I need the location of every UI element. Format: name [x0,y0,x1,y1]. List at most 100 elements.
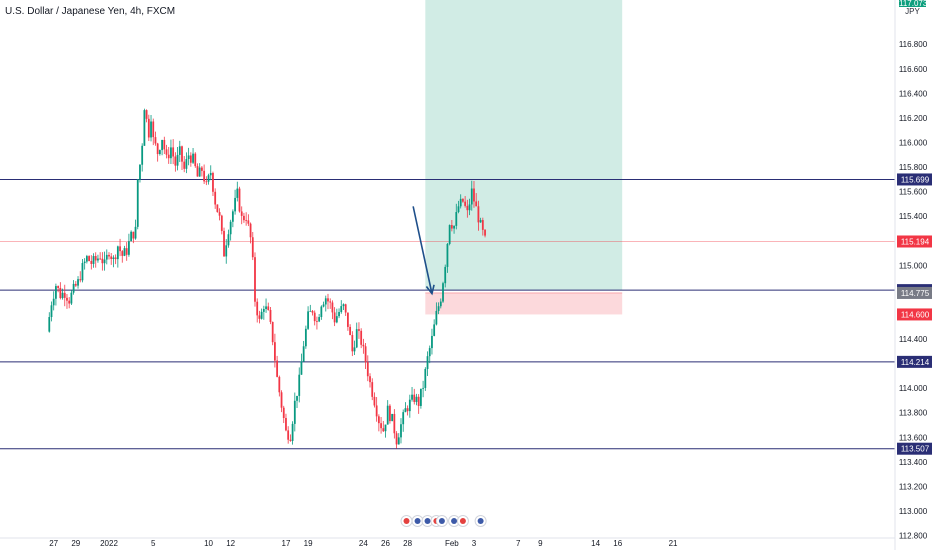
candle-body [114,257,117,260]
candle-body [103,259,106,264]
x-tick-label: 10 [204,539,213,548]
candle-body [340,306,343,313]
candle-body [229,221,232,235]
candle-body [384,424,387,432]
candle-body [128,241,130,255]
candle-body [207,175,210,182]
candle-body [448,225,451,244]
candle-body [97,258,99,261]
candle-body [238,188,241,212]
candle-body [240,211,243,216]
candle-body [293,400,296,424]
chart-title: U.S. Dollar / Japanese Yen, 4h, FXCM [5,6,176,17]
candle-body [61,292,64,299]
candle-body [364,346,367,363]
price-level-label-bg [897,442,932,455]
candle-body [464,201,467,206]
candle-body [269,309,272,322]
candle-body [457,206,460,213]
x-tick-label: 28 [403,539,412,548]
candle-body [470,188,473,205]
candle-body [236,188,239,198]
candle-body [94,256,97,261]
x-tick-label: 24 [359,539,368,548]
candle-body [391,413,394,422]
candle-body [351,335,354,352]
candle-body [362,344,365,347]
candle-body [302,346,305,362]
economic-event-icon [448,515,461,527]
candle-body [344,304,347,313]
candle-body [88,256,90,262]
candle-body [158,150,161,155]
candle-body [331,302,334,313]
candle-body [304,328,307,347]
x-tick-label: Feb [445,539,459,548]
candle-body [271,321,274,343]
candle-body [450,225,453,229]
y-tick-label: 115.800 [899,163,928,172]
candle-body [194,153,197,167]
y-tick-label: 112.800 [899,532,928,541]
candle-body [435,310,438,325]
candle-body [408,399,411,412]
candle-body [260,311,263,319]
candle-body [234,197,236,212]
event-icon-dot [403,518,410,524]
candle-body [377,416,380,424]
candle-body [50,305,53,318]
candle-body [307,311,309,329]
candle-body [218,212,221,216]
candle-body [147,118,150,138]
currency-badge: 117.073 JPY [899,0,927,19]
candle-body [79,279,82,281]
candle-body [165,149,168,155]
candle-body [413,394,416,402]
candle-body [333,312,336,323]
candle-body [63,292,66,298]
candle-body [212,172,214,192]
candle-body [52,298,55,306]
candle-body [453,225,455,229]
candle-body [141,145,144,165]
candle-body [479,220,482,223]
candle-body [353,347,356,352]
candle-body [395,433,398,445]
y-tick-label: 115.000 [899,261,928,270]
candle-body [183,161,186,169]
y-tick-label: 116.000 [899,138,928,147]
candle-body [329,301,332,303]
candle-body [68,300,71,304]
candle-body [72,283,75,293]
entry-price-label-bg [897,286,932,299]
candle-body [203,170,206,182]
target-zone [425,0,623,291]
candle-body [201,167,203,171]
candle-body [455,212,458,226]
candle-body [83,261,86,264]
candle-body [55,286,57,299]
candle-body [316,321,318,322]
event-icon-dot [459,518,466,524]
candle-body [90,261,93,264]
y-tick-label: 113.800 [899,409,928,418]
economic-event-icon [435,515,448,527]
candle-body [446,243,449,267]
y-tick-label: 116.400 [899,89,928,98]
price-level-label: 115.699 [901,175,930,184]
candle-body [223,230,225,257]
stop-price-label: 114.600 [901,310,930,319]
candle-body [338,312,340,317]
candle-body [216,204,219,213]
price-level-label: 114.214 [901,358,930,367]
y-tick-label: 116.200 [899,114,928,123]
candle-body [426,356,429,369]
candle-body [342,304,345,307]
x-tick-label: 5 [151,539,156,548]
candle-body [484,229,486,236]
candle-body [481,220,484,230]
stop-zone [425,292,623,315]
candle-body [125,248,128,255]
